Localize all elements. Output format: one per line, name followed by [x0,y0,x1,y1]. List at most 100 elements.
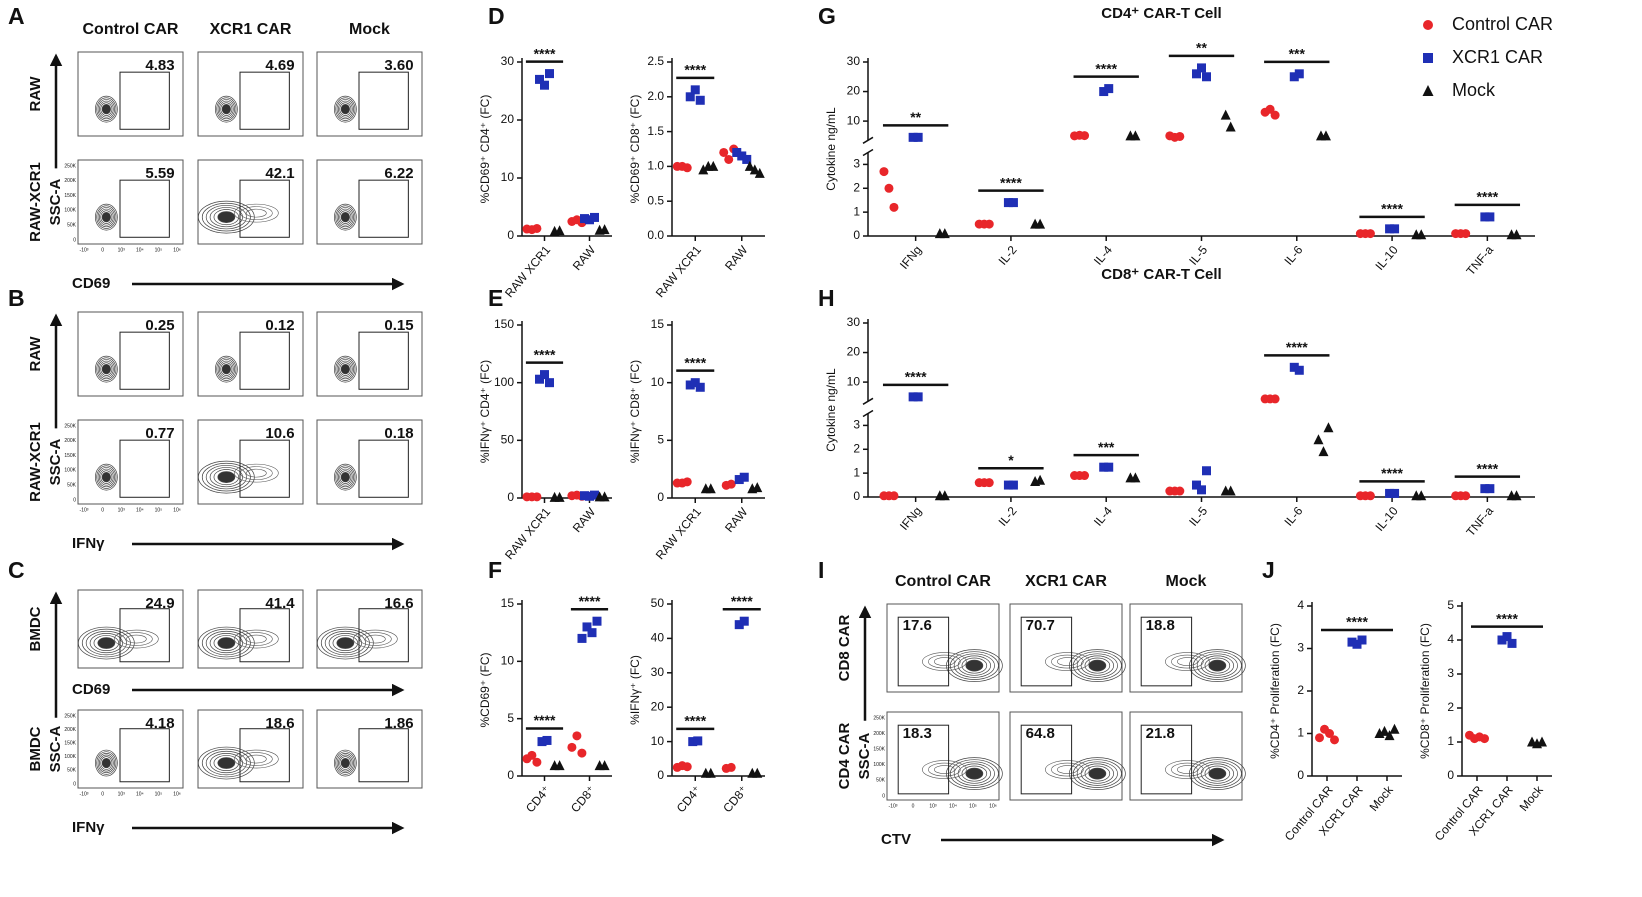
data-point [1099,462,1109,472]
contour [209,467,244,488]
data-point [554,491,565,502]
gate-percent: 3.60 [384,57,413,74]
gate [119,71,170,130]
data-point [580,214,589,224]
significance-label: **** [579,593,601,609]
data-point [1389,723,1400,734]
data-point [1365,491,1375,501]
contour [97,467,115,488]
contour [209,632,244,654]
significance-label: **** [1000,174,1022,190]
gate-percent: 64.8 [1026,725,1055,742]
x-tick-label: CD8⁺ [720,783,750,815]
contour [340,757,350,769]
contour [205,630,247,656]
data-point [1497,635,1507,645]
gate [239,608,290,663]
y-tick-label: 30 [847,315,861,329]
y-tick-label: 2 [853,441,860,455]
data-point [1461,491,1471,501]
data-point [708,160,719,171]
contour [1051,762,1084,777]
axis-break [862,397,874,405]
y-tick-label: 1 [853,204,860,218]
flow-plot-frame [77,419,184,505]
contour [1196,761,1238,786]
contour [220,102,233,116]
gate [1140,616,1193,687]
y-axis-label: %IFNγ⁺ CD4⁺ (FC) [478,360,492,463]
data-point [1225,121,1236,132]
gate [119,728,170,783]
data-point [527,750,537,760]
contour [1084,765,1111,782]
contour [365,634,386,644]
data-point [1270,394,1280,404]
data-point [599,760,610,771]
contour [96,751,117,775]
y-axis-label: %CD8⁺ Proliferation (FC) [1418,623,1432,759]
contour [335,97,356,121]
flow-plot-frame [77,159,184,245]
gate-percent: 5.59 [145,165,174,182]
flow-y-tick: 0 [73,497,76,503]
contour [101,212,111,223]
contour [953,653,995,678]
data-point [744,160,755,171]
data-point [535,374,544,384]
contour [97,359,115,380]
flow-x-tick: 0 [101,247,104,253]
gate [239,439,290,498]
contour [96,357,117,381]
gate [358,608,409,663]
data-point [908,132,918,142]
contour [85,630,127,656]
contour [213,755,240,771]
data-point [1294,69,1304,79]
flow-y-tick: 200K [64,178,76,184]
data-point [585,215,594,225]
data-point [1480,734,1489,744]
contour [334,95,357,123]
contour [209,752,244,774]
data-point [719,147,729,157]
contour [1080,655,1115,676]
flow-x-tick: 10⁶ [173,507,181,513]
contour [1165,652,1210,671]
legend-label: Mock [1452,80,1496,100]
data-point [1347,637,1357,647]
significance-label: **** [731,593,753,609]
x-tick-label: RAW [722,242,751,273]
data-point [726,479,736,489]
data-point [1390,224,1400,234]
gate [358,331,409,390]
contour [217,637,236,649]
y-tick-label: 0 [1447,768,1454,782]
y-axis-label: SSC-A [47,178,64,225]
x-tick-label: RAW [570,242,599,273]
contour [961,765,988,782]
contour [1200,655,1235,676]
data-point [1202,466,1211,476]
data-point [599,224,610,235]
contour [213,209,240,226]
x-tick-label: CD8⁺ [568,783,598,815]
data-point [1130,130,1141,141]
contour [335,205,356,229]
contour [334,749,357,777]
contour [100,210,113,224]
data-point [542,735,552,745]
data-point [749,164,760,175]
y-tick-label: 0 [507,228,514,242]
y-axis-label: %CD69⁺ (FC) [478,652,492,727]
data-point [726,762,736,772]
contour [209,207,244,228]
flow-y-tick: 150K [64,741,76,747]
data-point [889,491,899,501]
flow-x-tick: 10³ [118,791,126,797]
panel-letter: G [818,3,836,29]
data-point [734,620,744,630]
contour [961,657,988,674]
legend-label: XCR1 CAR [1452,47,1543,67]
flow-y-tick: 0 [73,237,76,243]
